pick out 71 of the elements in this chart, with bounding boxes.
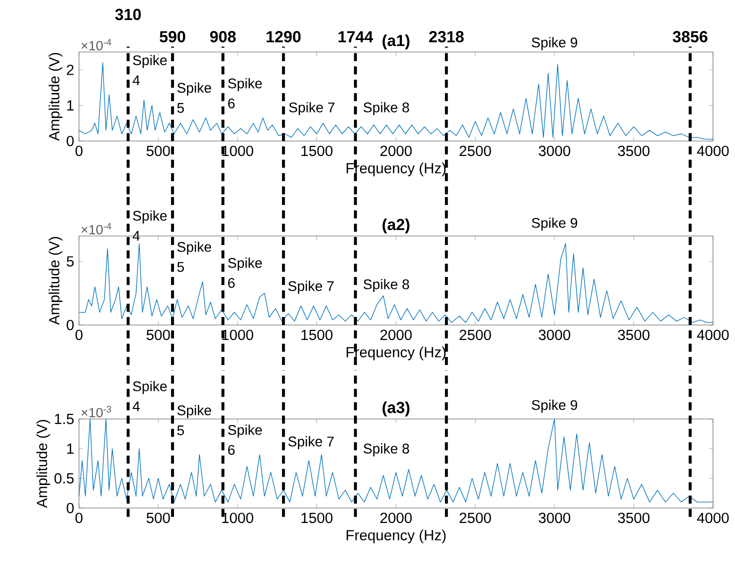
x-tick-label: 500 — [146, 146, 170, 156]
y-axis-title: Amplitude (V) — [48, 53, 62, 141]
x-tick-label: 2500 — [460, 512, 491, 524]
x-tick-label: 2000 — [380, 512, 412, 524]
x-tick-label: 4000 — [697, 330, 729, 340]
x-axis-title: Frequency (Hz) — [346, 346, 446, 360]
text: ×10$^{-4}$ — [82, 223, 112, 234]
ref-line-label: 1744 — [338, 31, 374, 42]
x-tick-label: 3500 — [618, 146, 650, 156]
annotation: Spike 6 — [228, 258, 262, 288]
ref-line-label: 1290 — [266, 31, 301, 42]
y-axis-title: Amplitude (V) — [48, 237, 62, 325]
text: Spike 4 — [132, 380, 167, 412]
x-tick-label: 2500 — [460, 330, 491, 340]
y-tick-label: 0 — [66, 320, 74, 330]
y-tick-label: 1 — [67, 444, 74, 454]
x-tick-label: 500 — [146, 512, 170, 524]
x-tick-label: 2000 — [380, 330, 412, 340]
y-tick-label: 0.5 — [54, 473, 74, 484]
x-tick-label: 3500 — [618, 330, 650, 340]
chart-title: (a2) — [382, 218, 410, 234]
text: Spike 9 — [532, 400, 578, 413]
text: Spike 9 — [532, 37, 578, 50]
x-tick-label: 3000 — [538, 512, 570, 524]
x-tick-label: 0 — [75, 146, 82, 156]
x-tick-label: 4000 — [697, 146, 729, 156]
x-tick-label: 2000 — [380, 146, 412, 156]
x-tick-label: 1000 — [222, 512, 254, 524]
text: ×10$^{-3}$ — [82, 406, 112, 418]
y-tick-label: 1.5 — [55, 414, 74, 424]
annotation: Spike 5 — [177, 405, 212, 436]
annotation: Spike 8 — [364, 102, 410, 116]
x-axis-title: Frequency (Hz) — [346, 162, 446, 176]
annotation: Spike 8 — [364, 443, 410, 456]
x-tick-label: 0 — [75, 512, 82, 524]
y-tick-label: 0 — [66, 502, 74, 514]
x-tick-label: 4000 — [697, 512, 729, 524]
annotation: Spike 8 — [364, 278, 410, 292]
annotation: Spike 7 — [288, 436, 334, 450]
ref-line-label: 2318 — [429, 31, 464, 42]
annotation: Spike 7 — [289, 102, 334, 116]
text: Spike 9 — [532, 218, 578, 231]
x-tick-label: 3500 — [618, 512, 650, 524]
y-axis-title: Amplitude (V) — [36, 420, 50, 508]
x-axis-title: Frequency (Hz) — [346, 530, 446, 544]
x-tick-label: 0 — [75, 330, 82, 340]
annotation: Spike 6 — [228, 424, 262, 455]
chart-title: (a3) — [382, 401, 410, 416]
x-tick-label: 1500 — [302, 512, 332, 524]
ref-line-label: 3856 — [672, 31, 708, 42]
x-tick-label: 3000 — [538, 146, 570, 156]
annotation: Spike 4 — [132, 210, 167, 241]
y-tick-label: 2 — [66, 64, 74, 75]
annotation: Spike 7 — [288, 280, 334, 294]
chart-title: (a1) — [382, 34, 410, 50]
annotation: Spike 5 — [177, 82, 212, 113]
x-tick-label: 500 — [146, 330, 170, 340]
annotation: Spike 4 — [132, 54, 167, 86]
annotation: Spike 6 — [228, 78, 262, 108]
x-tick-label: 2500 — [460, 146, 491, 156]
ref-line-label: 908 — [210, 31, 236, 42]
y-tick-label: 1 — [67, 100, 74, 110]
annotation: Spike 5 — [177, 242, 212, 272]
ref-line-label: 590 — [160, 31, 186, 42]
x-tick-label: 1500 — [302, 330, 332, 340]
y-tick-label: 0 — [66, 136, 74, 146]
ref-line-label: 310 — [115, 8, 141, 20]
x-tick-label: 3000 — [538, 330, 570, 340]
text: ×10$^{-4}$ — [82, 39, 112, 50]
y-tick-label: 5 — [66, 256, 74, 267]
x-tick-label: 1500 — [302, 146, 332, 156]
